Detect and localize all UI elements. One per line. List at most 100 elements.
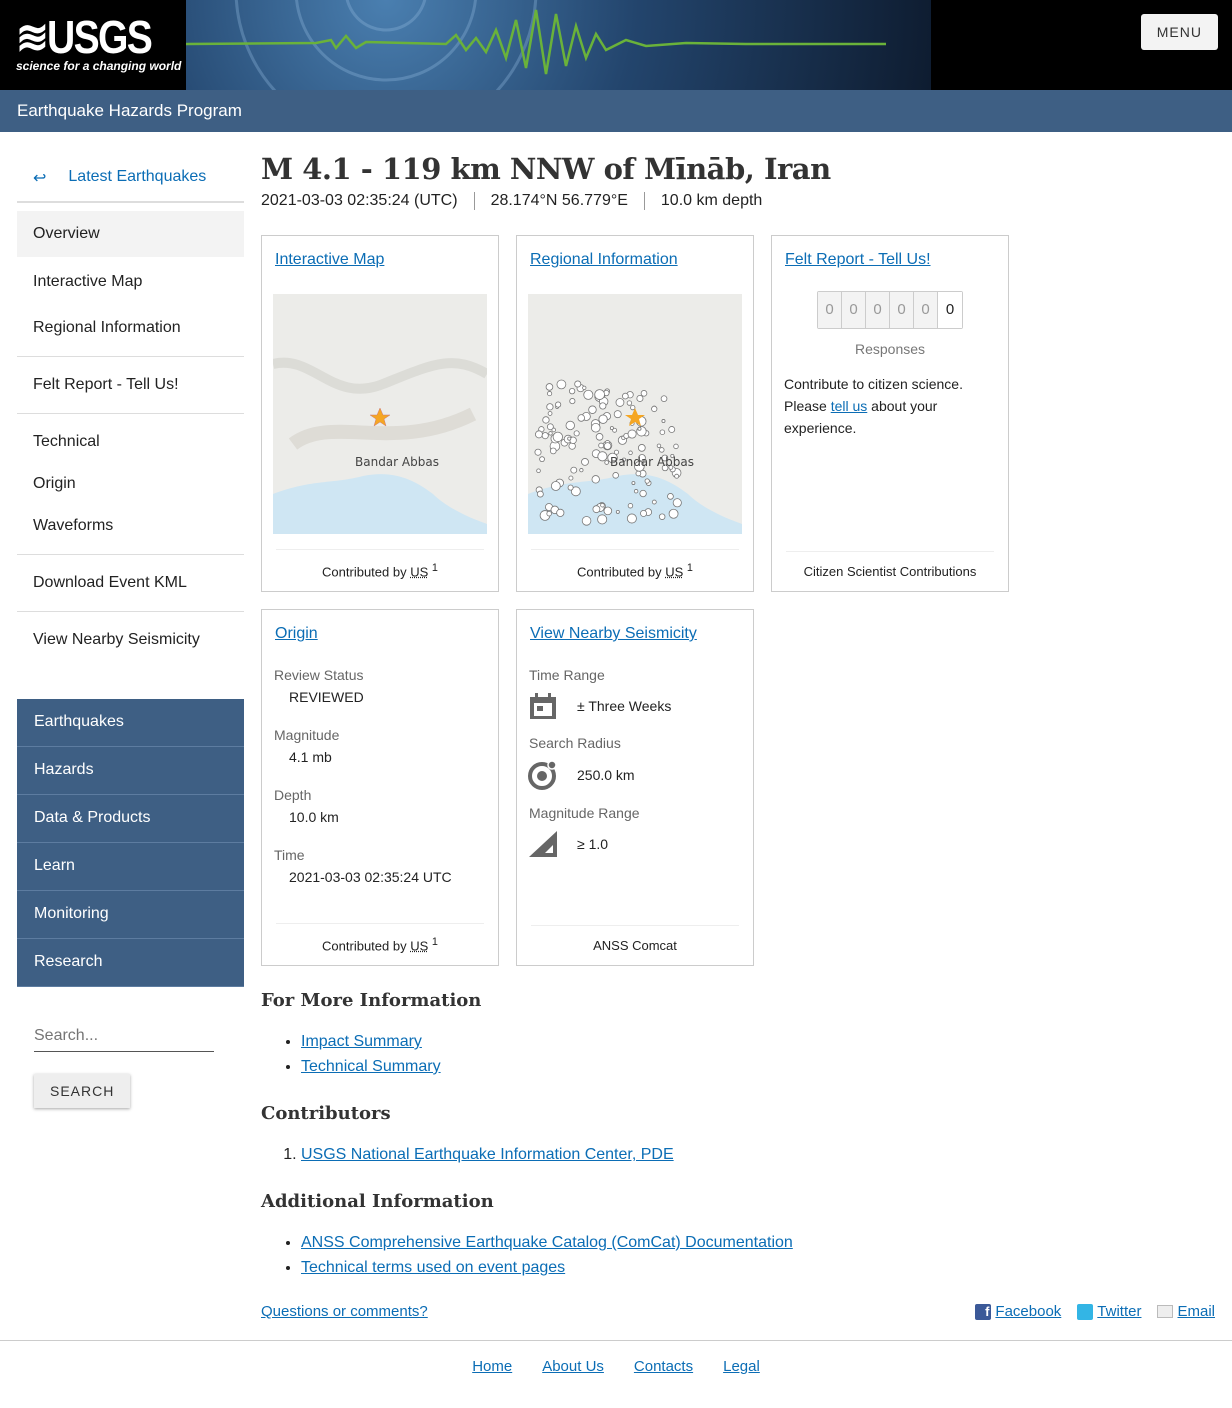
origin-card: Origin Review Status REVIEWED Magnitude … [261, 609, 499, 966]
quake-marker [634, 461, 645, 472]
regional-information-link[interactable]: Regional Information [530, 251, 678, 268]
quake-marker [667, 493, 674, 500]
menu-button[interactable]: MENU [1140, 14, 1218, 50]
questions-link[interactable]: Questions or comments? [261, 1303, 428, 1320]
quake-marker [545, 383, 554, 391]
sidebar-item-overview[interactable]: Overview [17, 211, 244, 257]
nav-data-products[interactable]: Data & Products [17, 795, 244, 843]
impact-summary-link[interactable]: Impact Summary [301, 1033, 422, 1050]
quake-marker [592, 505, 601, 514]
review-status: REVIEWED [289, 689, 364, 705]
map-thumbnail[interactable]: Bandar Abbas [273, 294, 487, 534]
quake-marker [547, 411, 553, 416]
facebook-icon: f [975, 1303, 992, 1320]
quake-marker [638, 454, 646, 462]
sidebar-item-interactive-map[interactable]: Interactive Map [33, 273, 143, 290]
nav-research[interactable]: Research [17, 939, 244, 987]
nearby-seismicity-card: View Nearby Seismicity Time Range ± Thre… [516, 609, 754, 966]
quake-marker [598, 414, 608, 424]
page-title: M 4.1 - 119 km NNW of Mīnāb, Iran [261, 152, 831, 186]
quake-marker [597, 451, 608, 462]
felt-report-link[interactable]: Felt Report - Tell Us! [785, 251, 931, 268]
card-footer: Contributed by US 1 [276, 922, 484, 965]
regional-information-card: Regional Information Bandar Abbas Contri… [516, 235, 754, 592]
quake-marker [567, 484, 574, 491]
footer-about-link[interactable]: About Us [542, 1358, 604, 1375]
sidebar-item-regional-information[interactable]: Regional Information [33, 319, 181, 336]
quake-marker [542, 416, 550, 424]
field-label: Depth [274, 787, 312, 803]
sidebar-item-waveforms[interactable]: Waveforms [33, 517, 114, 534]
quake-marker [535, 430, 543, 439]
footer-contacts-link[interactable]: Contacts [633, 1358, 694, 1375]
technical-terms-link[interactable]: Technical terms used on event pages [301, 1259, 566, 1276]
field-label: Review Status [274, 667, 364, 683]
section-heading: Additional Information [261, 1191, 494, 1212]
quake-marker [635, 470, 642, 477]
footer-home-link[interactable]: Home [472, 1358, 513, 1375]
nav-hazards[interactable]: Hazards [17, 747, 244, 795]
nav-monitoring[interactable]: Monitoring [17, 891, 244, 939]
facebook-link[interactable]: Facebook [995, 1303, 1062, 1320]
nearby-seismicity-link[interactable]: View Nearby Seismicity [530, 625, 697, 642]
sidebar-item-technical[interactable]: Technical [33, 433, 100, 450]
interactive-map-link[interactable]: Interactive Map [275, 251, 385, 268]
quake-marker [659, 429, 666, 435]
regional-map-thumbnail[interactable]: Bandar Abbas [528, 294, 742, 534]
quake-marker [594, 389, 605, 400]
quake-marker [591, 475, 600, 484]
latest-earthquakes-link[interactable]: ↩ Latest Earthquakes [17, 155, 244, 203]
quake-marker [612, 472, 619, 479]
quake-marker [668, 464, 674, 470]
sidebar-item-origin[interactable]: Origin [33, 475, 76, 492]
field-label: Search Radius [529, 735, 621, 751]
quake-marker [583, 389, 594, 400]
sidebar-item-felt-report[interactable]: Felt Report - Tell Us! [33, 376, 179, 393]
quake-marker [613, 449, 619, 455]
quake-marker [574, 380, 582, 388]
quake-marker [607, 452, 618, 464]
quake-marker [548, 431, 553, 436]
technical-summary-link[interactable]: Technical Summary [301, 1058, 441, 1075]
quake-marker [600, 502, 605, 508]
nav-learn[interactable]: Learn [17, 843, 244, 891]
quake-marker [612, 427, 618, 433]
comcat-docs-link[interactable]: ANSS Comprehensive Earthquake Catalog (C… [301, 1234, 793, 1251]
quake-marker [670, 453, 675, 459]
nav-earthquakes[interactable]: Earthquakes [17, 699, 244, 747]
quake-marker [658, 513, 666, 520]
quake-marker [536, 468, 541, 473]
sidebar-item-nearby-seismicity[interactable]: View Nearby Seismicity [33, 631, 200, 648]
search-input[interactable] [34, 1023, 214, 1052]
footer-nav: Home About Us Contacts Legal [0, 1358, 1232, 1375]
email-icon [1157, 1305, 1174, 1318]
tell-us-link[interactable]: tell us [830, 398, 868, 414]
twitter-link[interactable]: Twitter [1097, 1303, 1142, 1320]
section-heading: For More Information [261, 990, 482, 1011]
quake-marker [640, 390, 648, 397]
quake-marker [573, 430, 580, 437]
magnitude-value: 4.1 mb [289, 749, 332, 765]
sidebar-item-download-kml[interactable]: Download Event KML [33, 574, 187, 591]
origin-link[interactable]: Origin [275, 625, 318, 642]
email-link[interactable]: Email [1177, 1303, 1215, 1320]
divider [17, 554, 244, 555]
quake-marker [556, 508, 565, 517]
quake-marker [568, 388, 576, 395]
quake-marker [547, 391, 553, 397]
program-link[interactable]: Earthquake Hazards Program [17, 101, 242, 120]
quake-marker [656, 443, 662, 448]
contributor-link[interactable]: USGS National Earthquake Information Cen… [301, 1146, 674, 1163]
usgs-logo[interactable]: ≋USGS science for a changing world [16, 11, 182, 73]
footer-legal-link[interactable]: Legal [723, 1358, 760, 1375]
field-label: Time Range [529, 667, 605, 683]
depth-value: 10.0 km [289, 809, 339, 825]
site-nav: Earthquakes Hazards Data & Products Lear… [17, 699, 244, 987]
quake-marker [604, 460, 609, 465]
responses-label: Responses [854, 341, 926, 357]
quake-marker [536, 490, 544, 498]
magnitude-range-value: ≥ 1.0 [577, 836, 609, 852]
search-button[interactable]: SEARCH [34, 1074, 131, 1108]
